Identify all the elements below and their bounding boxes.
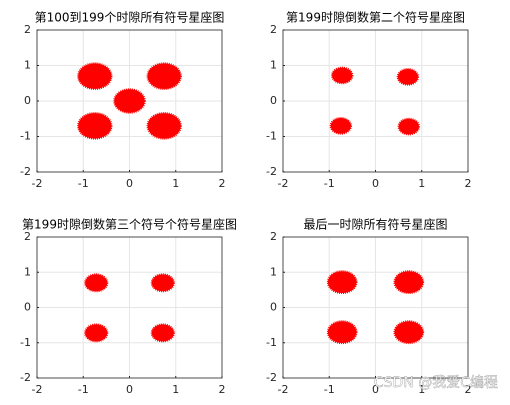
point-cluster [146,62,182,90]
x-tick-label: -1 [324,383,335,396]
x-tick-label: -2 [278,383,289,396]
y-tick-label: 1 [24,59,31,72]
x-tick-label: -1 [324,177,335,190]
subplot: -2 -1 0 1 2 -2 -1 0 1 2 第199时隙倒数第二个符号星座图 [266,10,471,191]
x-tick-label: 0 [126,383,133,396]
point-cluster [150,323,175,343]
x-tick-label: -2 [278,177,289,190]
x-tick-label: 1 [172,383,179,396]
x-tick-label: 2 [465,383,472,396]
point-cluster [84,323,109,343]
x-tick-label: -1 [78,177,89,190]
y-tick-label: 2 [270,23,277,36]
y-tick-label: 2 [24,23,31,36]
point-cluster [393,270,425,295]
x-tick-label: 1 [172,177,179,190]
subplot-title: 第199时隙倒数第二个符号星座图 [286,10,465,25]
x-tick-label: 2 [219,383,226,396]
x-tick-label: -2 [32,383,43,396]
y-tick-label: 2 [270,230,277,243]
axes-box [36,236,223,379]
x-tick-label: 1 [418,177,425,190]
watermark: CSDN @我爱C编程 [374,375,498,391]
x-tick-label: 2 [219,177,226,190]
y-tick-label: -2 [20,371,31,384]
subplot-title: 第199时隙倒数第三个符号个符号星座图 [22,217,237,232]
point-cluster [393,320,425,345]
point-cluster [77,62,113,90]
point-cluster [84,273,109,293]
subplot: -2 -1 0 1 2 -2 -1 0 1 2 第100到199个时隙所有符号星座图 [20,10,225,191]
axes-box [282,29,469,173]
axes-box [36,29,223,173]
point-cluster [113,88,146,114]
point-cluster [329,117,352,135]
point-cluster [331,66,354,85]
point-cluster [77,112,113,140]
x-tick-label: 1 [418,383,425,396]
y-tick-label: -2 [20,165,31,178]
y-tick-label: 0 [24,94,31,107]
subplot-title: 最后一时隙所有符号星座图 [303,217,447,232]
y-tick-label: -1 [266,336,277,349]
y-tick-label: 0 [270,94,277,107]
x-tick-label: 0 [372,383,379,396]
point-cluster [326,320,358,345]
y-tick-label: -1 [20,130,31,143]
x-tick-label: 0 [126,177,133,190]
point-cluster [397,117,420,136]
y-tick-label: -2 [266,371,277,384]
y-tick-label: -1 [20,336,31,349]
x-tick-label: 2 [465,177,472,190]
x-tick-label: -1 [78,383,89,396]
subplot-title: 第100到199个时隙所有符号星座图 [35,10,225,25]
y-tick-label: 1 [24,265,31,278]
point-cluster [146,112,182,140]
y-tick-label: 0 [24,301,31,314]
subplot: -2 -1 0 1 2 -2 -1 0 1 2 最后一时隙所有符号星座图 [266,217,471,397]
point-cluster [326,270,358,295]
y-tick-label: -2 [266,165,277,178]
axes-box [282,236,469,379]
y-tick-label: -1 [266,130,277,143]
y-tick-label: 1 [270,59,277,72]
y-tick-label: 1 [270,265,277,278]
x-tick-label: 0 [372,177,379,190]
y-tick-label: 0 [270,301,277,314]
y-tick-label: 2 [24,230,31,243]
point-cluster [150,273,175,293]
x-tick-label: -2 [32,177,43,190]
point-cluster [396,68,420,86]
